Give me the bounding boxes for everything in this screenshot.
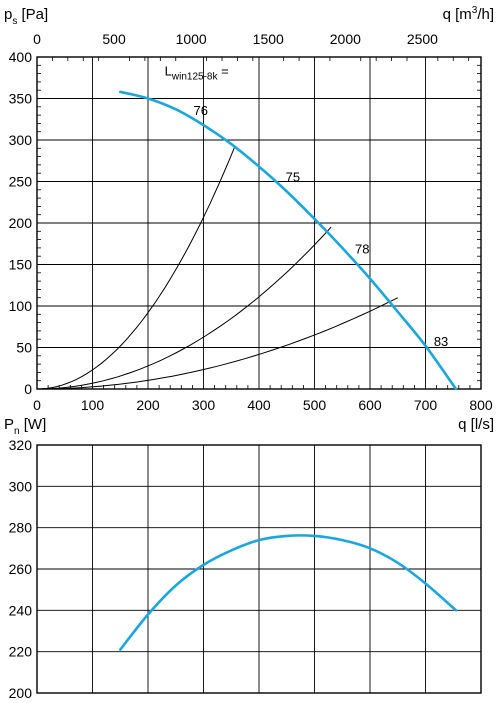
system-curve-75 (36, 226, 332, 390)
y-tick-label: 320 (9, 437, 33, 453)
pressure-y-axis-label: ps [Pa] (4, 6, 48, 27)
pressure-chart: 0 50 100 150 200 250 300 350 400 0 100 200 300 400 50… (4, 5, 494, 433)
pressure-y-tick-labels: 0 50 100 150 200 250 300 350 400 (9, 49, 33, 397)
y-tick-label: 0 (24, 381, 32, 397)
x-tick-label: 300 (192, 397, 216, 413)
y-tick-label: 200 (9, 685, 33, 701)
y-tick-label: 300 (9, 478, 33, 494)
y-tick-label: 150 (9, 257, 33, 273)
fan-pressure-curve (119, 90, 458, 391)
sound-level-labels: 76 75 78 83 (194, 103, 449, 349)
y-tick-label: 260 (9, 561, 33, 577)
x2-tick-label: 2000 (330, 31, 361, 47)
pressure-plot-frame (36, 56, 482, 390)
flow-m3h-axis-label: q [m3/h] (443, 5, 494, 23)
y-tick-label: 250 (9, 174, 33, 190)
x2-tick-label: 0 (33, 31, 41, 47)
power-y-tick-labels: 200 220 240 260 280 300 320 (9, 437, 33, 701)
x-tick-label: 100 (81, 397, 105, 413)
sound-level-label: 78 (355, 242, 369, 257)
x-tick-label: 200 (136, 397, 160, 413)
y-tick-label: 300 (9, 132, 33, 148)
power-y-axis-label: Pn [W] (4, 416, 46, 437)
y-tick-label: 400 (9, 49, 33, 65)
sound-level-label: 75 (286, 170, 300, 185)
x2-tick-label: 1000 (176, 31, 207, 47)
x2-tick-label: 2500 (407, 31, 438, 47)
y-tick-label: 50 (16, 340, 32, 356)
x-tick-label: 600 (358, 397, 382, 413)
y-tick-label: 350 (9, 91, 33, 107)
x-tick-label: 0 (33, 397, 41, 413)
y-tick-label: 280 (9, 520, 33, 536)
pressure-grid (37, 57, 481, 389)
y-tick-label: 240 (9, 602, 33, 618)
sound-level-label: 76 (194, 103, 208, 118)
x-tick-label: 700 (414, 397, 438, 413)
pressure-x-tick-labels: 0 100 200 300 400 500 600 700 800 (33, 397, 493, 413)
y-tick-label: 220 (9, 644, 33, 660)
system-curve-76 (36, 145, 236, 390)
sound-level-label: 83 (434, 334, 448, 349)
x-tick-label: 400 (247, 397, 271, 413)
x-tick-label: 500 (303, 397, 327, 413)
sound-level-title: Lwin125-8k = (165, 63, 229, 82)
y-tick-label: 100 (9, 298, 33, 314)
power-grid (37, 445, 481, 693)
pressure-x2-tick-labels: 0 500 1000 1500 2000 2500 (33, 31, 438, 47)
power-plot-frame (36, 444, 482, 694)
system-curve-78 (36, 297, 399, 390)
power-chart: 200 220 240 260 280 300 320 Pn [W] (4, 416, 482, 701)
system-curves (36, 145, 399, 390)
flow-ls-axis-label: q [l/s] (458, 416, 494, 433)
y-tick-label: 200 (9, 215, 33, 231)
power-curve (119, 534, 458, 651)
x2-tick-label: 1500 (253, 31, 284, 47)
x2-tick-label: 500 (102, 31, 126, 47)
x-tick-label: 800 (469, 397, 493, 413)
